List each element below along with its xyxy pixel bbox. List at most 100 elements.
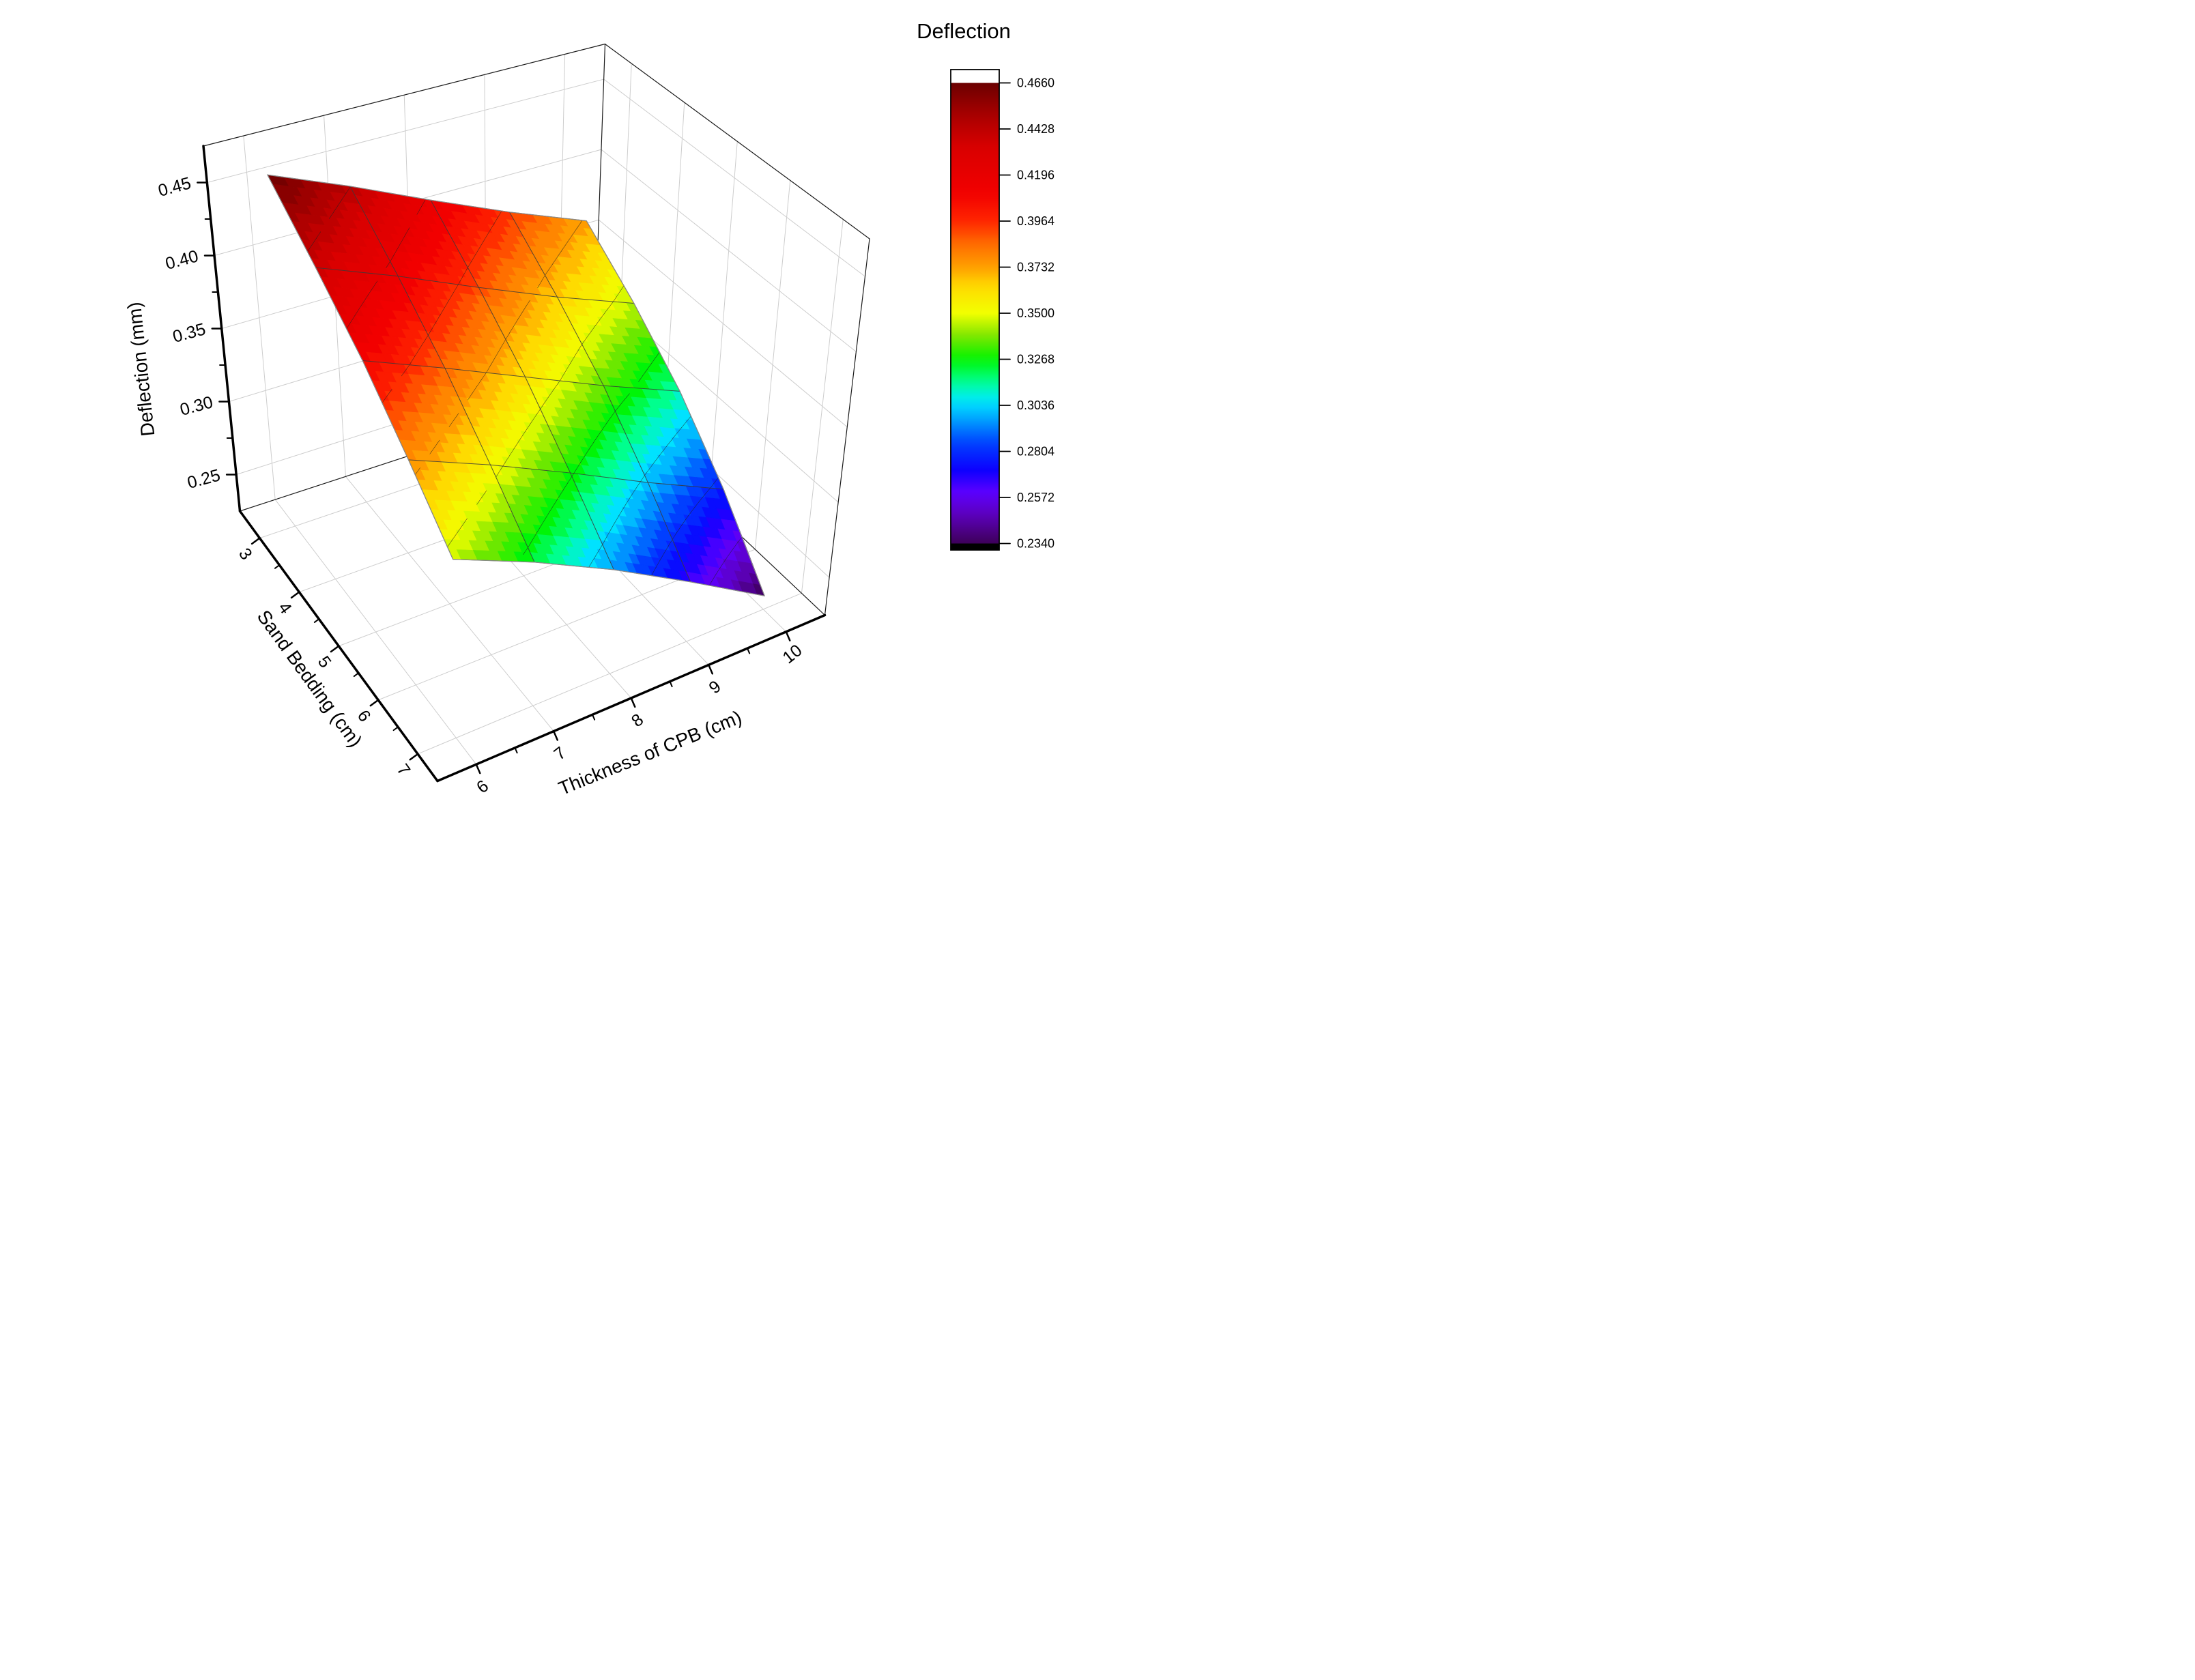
contour-segment xyxy=(610,523,614,530)
right-wall-grid-line xyxy=(603,78,865,277)
contour-segment xyxy=(476,502,479,505)
x-minor-tick xyxy=(747,648,751,654)
right-wall-grid-line xyxy=(598,219,848,428)
x-minor-tick xyxy=(592,714,596,721)
x-axis-title: Thickness of CPB (cm) xyxy=(556,706,745,799)
contour-segment xyxy=(604,536,607,542)
contour-segment xyxy=(634,488,637,491)
contour-segment xyxy=(508,448,515,457)
contour-segment xyxy=(440,307,445,315)
contour-segment xyxy=(571,473,575,477)
contour-segment xyxy=(573,350,579,358)
contour-segment xyxy=(415,348,420,356)
colorbar-tick-label: 0.3500 xyxy=(1017,306,1055,320)
contour-segment xyxy=(471,254,476,261)
box-edge xyxy=(203,43,606,147)
contour-segment xyxy=(564,370,566,373)
contour-segment xyxy=(430,328,433,332)
colorbar-tick-label: 0.4660 xyxy=(1017,76,1055,90)
contour-segment xyxy=(603,309,608,315)
contour-segment xyxy=(436,315,440,322)
contour-segment xyxy=(431,446,435,452)
contour-segment xyxy=(728,550,732,556)
contour-segment xyxy=(562,373,565,377)
contour-segment xyxy=(460,276,463,281)
contour-segment xyxy=(513,441,519,449)
contour-segment xyxy=(470,261,472,263)
colorbar-gradient xyxy=(951,83,999,544)
contour-segment xyxy=(579,462,581,465)
surface-mesh-line xyxy=(408,459,724,490)
colorbar-title: Deflection xyxy=(917,19,1011,43)
contour-segment xyxy=(502,341,506,347)
contour-segment xyxy=(607,303,613,309)
contour-segment xyxy=(573,228,577,235)
contour-segment xyxy=(472,389,475,394)
contour-segment xyxy=(569,363,571,366)
contour-segment xyxy=(406,364,410,370)
contour-segment xyxy=(732,542,738,549)
contour-segment xyxy=(642,371,646,376)
contour-segment xyxy=(453,415,457,420)
contour-segment xyxy=(386,391,391,396)
contour-segment xyxy=(530,422,532,424)
contour-segment xyxy=(459,525,463,531)
contour-segment xyxy=(560,376,563,381)
contour-segment xyxy=(538,281,542,287)
contour-segment xyxy=(468,261,472,268)
contour-segment xyxy=(453,287,457,293)
y-tick xyxy=(330,645,340,653)
x-tick xyxy=(785,631,791,641)
contour-segment xyxy=(457,530,459,533)
contour-segment xyxy=(509,325,515,333)
contour-segment xyxy=(665,546,669,551)
contour-segment xyxy=(429,451,432,454)
contour-segment xyxy=(682,519,686,525)
y-tick-label: 6 xyxy=(354,706,375,725)
contour-segment xyxy=(461,520,466,526)
y-minor-tick xyxy=(392,726,399,732)
contour-segment xyxy=(500,345,502,349)
contour-segment xyxy=(463,269,467,275)
box-edge xyxy=(604,43,870,240)
contour-segment xyxy=(428,331,431,336)
contour-segment xyxy=(615,405,620,411)
contour-segment xyxy=(695,501,700,507)
contour-segment xyxy=(474,386,477,390)
contour-segment xyxy=(656,560,661,568)
contour-segment xyxy=(549,263,553,270)
colorbar-tick-label: 0.2572 xyxy=(1017,491,1055,504)
contour-segment xyxy=(530,540,533,544)
contour-segment xyxy=(532,534,536,540)
contour-segment xyxy=(648,463,653,469)
z-tick-label: 0.40 xyxy=(163,246,200,274)
contour-segment xyxy=(540,405,543,409)
contour-segment xyxy=(549,508,552,512)
contour-segment xyxy=(577,349,579,351)
colorbar-tick-label: 0.3732 xyxy=(1017,261,1055,274)
colorbar-tick-label: 0.2804 xyxy=(1017,445,1055,459)
contour-segment xyxy=(638,379,640,382)
contour-segment xyxy=(710,483,715,489)
contour-segment xyxy=(421,201,425,207)
contour-segment xyxy=(723,559,726,562)
contour-segment xyxy=(415,469,419,476)
contour-segment xyxy=(448,300,450,302)
contour-segment xyxy=(595,435,599,440)
contour-segment xyxy=(567,481,569,484)
contour-segment xyxy=(566,364,570,371)
contour-segment xyxy=(458,280,461,285)
contour-segment xyxy=(607,417,612,423)
contour-segment xyxy=(673,433,678,438)
contour-segment xyxy=(564,242,568,246)
contour-segment xyxy=(601,314,604,318)
contour-segment xyxy=(314,238,317,242)
y-minor-tick xyxy=(353,672,360,678)
contour-segment xyxy=(580,456,585,463)
contour-segment xyxy=(590,442,594,448)
contour-segment xyxy=(531,415,536,422)
contour-segment xyxy=(505,332,510,340)
contour-segment xyxy=(340,199,343,202)
contour-segment xyxy=(658,455,660,457)
contour-segment xyxy=(490,225,493,230)
